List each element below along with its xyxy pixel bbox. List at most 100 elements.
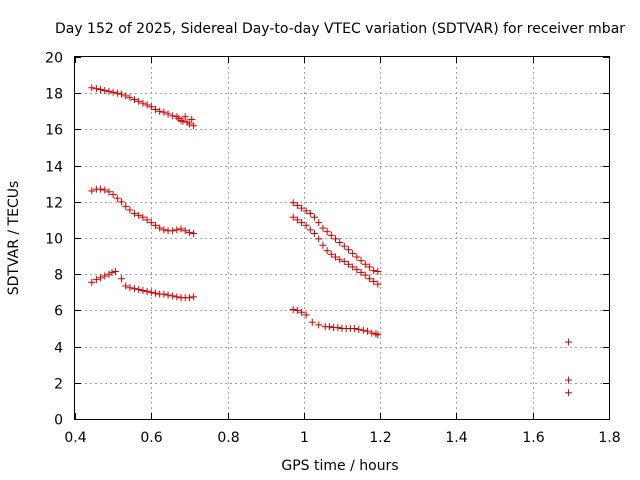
data-point [173,226,181,234]
data-point [122,202,130,210]
data-point [105,270,113,278]
data-point [323,247,331,255]
data-point [164,110,172,118]
data-point [351,325,359,332]
data-point [135,211,143,219]
data-point [315,235,323,243]
data-point [298,204,306,212]
chart-title: Day 152 of 2025, Sidereal Day-to-day VTE… [55,21,625,37]
data-point [365,263,373,271]
data-point [332,253,340,261]
data-point [334,324,342,332]
data-point [101,186,109,194]
plot-frame [74,56,610,420]
data-point [344,246,352,254]
data-point [359,326,367,334]
data-point [139,213,147,221]
data-point [181,227,189,235]
data-point [118,198,126,206]
data-point [88,187,96,195]
data-point [361,260,369,268]
data-point [169,292,177,300]
y-axis-title: SDTVAR / TECUs [6,181,22,296]
data-point [118,90,126,98]
data-point [374,280,382,288]
x-tick-label: 1 [300,430,309,446]
data-point [135,286,143,294]
data-point [185,229,193,237]
data-point [340,258,348,266]
data-point [143,101,151,109]
x-tick-label: 1.4 [445,430,467,446]
data-point [101,86,109,94]
data-point [126,94,134,102]
data-point [289,199,297,207]
data-point [311,229,319,237]
x-tick-label: 1.2 [369,430,391,446]
data-point [315,321,323,329]
data-point [327,231,335,239]
data-point [298,308,306,316]
data-point [147,288,155,296]
x-tick-label: 0.8 [217,430,239,446]
data-point [188,115,196,123]
x-tick-label: 0.6 [140,430,162,446]
data-point [143,216,151,224]
data-point [302,221,310,229]
data-point [357,257,365,265]
data-point [92,85,100,93]
data-point [139,99,147,107]
data-point [131,210,139,218]
data-point [126,206,134,214]
data-point [169,112,177,120]
y-tick-label: 18 [45,87,63,103]
data-point [181,113,189,121]
data-point [565,389,573,397]
data-point [105,188,113,196]
x-tick-label: 1.8 [598,430,620,446]
data-point [327,250,335,258]
data-point [319,241,327,249]
y-tick-label: 4 [54,341,63,357]
data-point [101,272,109,280]
y-tick-label: 6 [54,304,63,320]
data-point [319,224,327,232]
y-tick-label: 20 [45,51,63,67]
data-point [349,263,357,271]
data-point [92,276,100,284]
data-point [353,253,361,261]
data-point [113,89,121,97]
data-point [88,278,96,286]
data-point [336,256,344,264]
x-tick-labels: 0.4 0.6 0.8 1 1.2 1.4 1.6 1.8 [64,430,620,446]
data-point [340,242,348,250]
data-point [109,88,117,96]
data-point [156,224,164,232]
data-point [139,286,147,294]
data-point [374,331,382,339]
data-point [109,191,117,199]
data-point [173,113,181,121]
data-point [111,267,119,275]
data-point [308,318,316,326]
data-point [565,338,573,346]
data-point [147,103,155,111]
data-point [97,185,105,193]
data-point [370,267,378,275]
data-point [108,268,116,276]
data-point [190,229,198,237]
data-point [332,235,340,243]
y-tick-label: 10 [45,232,63,248]
data-point [372,330,380,338]
data-point [298,219,306,227]
data-point [160,226,168,234]
data-point [302,311,310,319]
data-point [370,277,378,285]
y-tick-label: 16 [45,123,63,139]
data-point [118,275,126,283]
axis-ticks [75,57,610,420]
data-point [323,228,331,236]
data-point [185,120,193,128]
data-point [160,108,168,116]
data-points [88,84,573,397]
